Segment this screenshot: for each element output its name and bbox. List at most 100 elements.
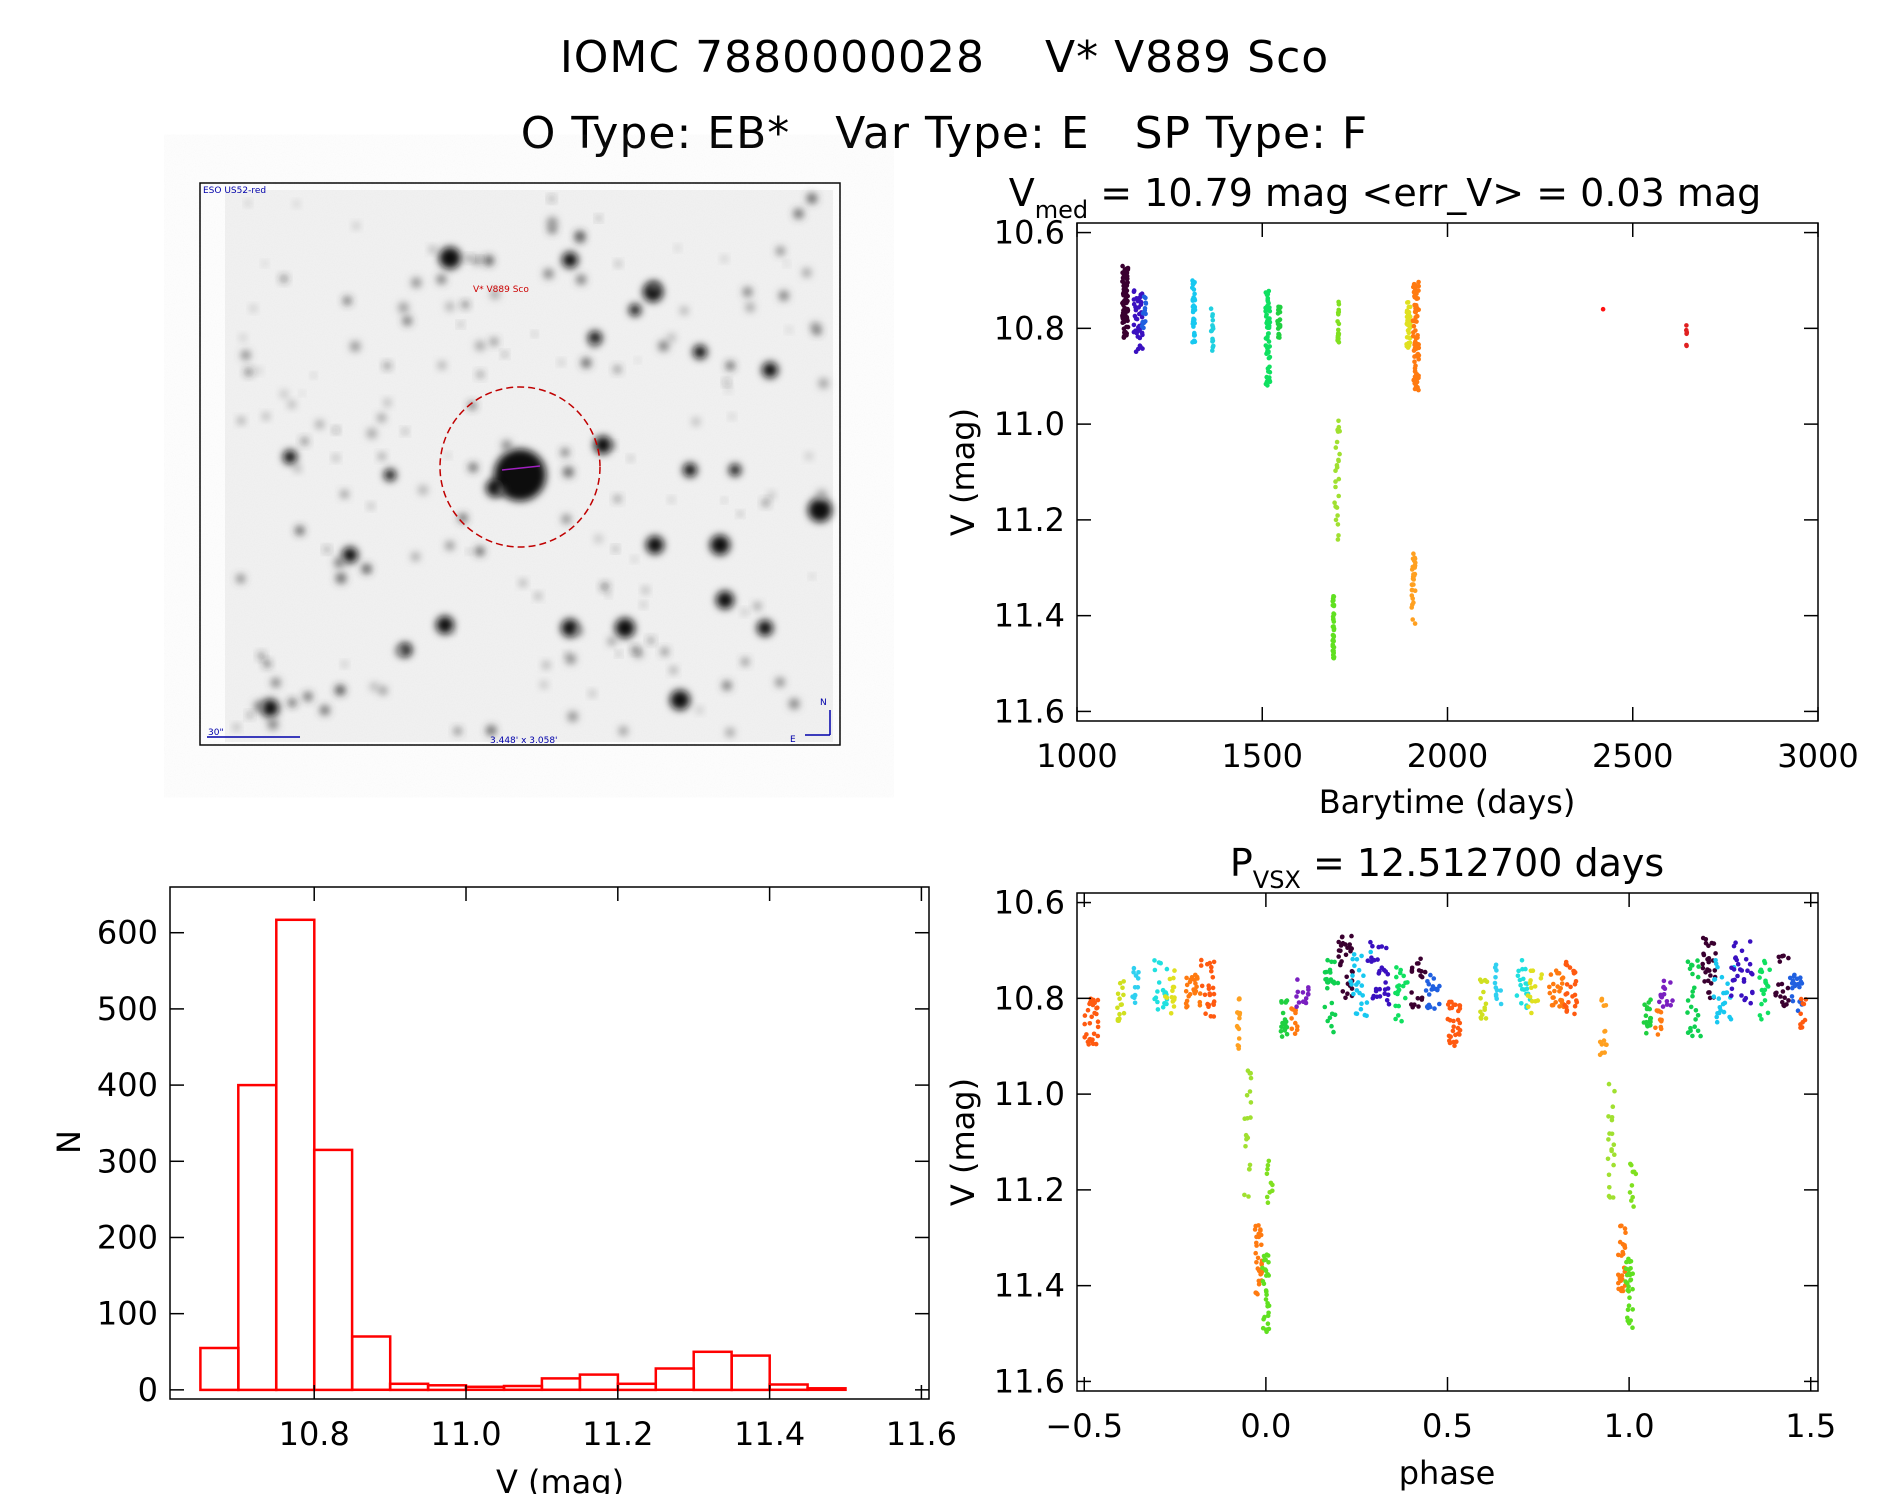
- star: [775, 678, 785, 687]
- phased-point: [1450, 1028, 1456, 1034]
- lightcurve-point: [1414, 372, 1419, 377]
- histogram-bar: [692, 1350, 733, 1392]
- star: [675, 246, 680, 250]
- star: [722, 498, 726, 502]
- phased-point: [1688, 1004, 1694, 1010]
- histogram-bar: [654, 1367, 696, 1392]
- star: [445, 541, 454, 550]
- phased-point: [1263, 1267, 1268, 1272]
- star: [398, 302, 409, 313]
- lightcurve-point: [1414, 343, 1420, 349]
- star: [543, 662, 550, 669]
- phased-point: [1757, 1013, 1763, 1018]
- phased-point: [1305, 991, 1311, 997]
- phased-point: [1529, 1010, 1534, 1016]
- lightcurve-point: [1263, 336, 1269, 341]
- phased-point: [1325, 957, 1330, 963]
- lightcurve-point: [1333, 479, 1338, 484]
- phased-point: [1606, 1172, 1612, 1178]
- phased-point: [1270, 1182, 1275, 1188]
- sky-image-panel: ESO US52-red V* V889 Sco 30" 3.448' x 3.…: [199, 182, 841, 746]
- phased-point: [1156, 980, 1162, 985]
- phased-point: [1737, 967, 1743, 972]
- phased-point: [1197, 991, 1203, 996]
- phased-point: [1786, 998, 1791, 1003]
- star: [565, 654, 576, 664]
- star: [341, 490, 348, 498]
- star: [533, 332, 537, 336]
- phased-point: [1690, 993, 1695, 999]
- lightcurve-point: [1330, 638, 1335, 643]
- phased-point: [1359, 983, 1365, 988]
- star: [794, 209, 804, 219]
- phased-point: [1095, 1024, 1101, 1030]
- phased-point: [1340, 989, 1346, 994]
- star: [810, 574, 814, 578]
- lightcurve-point: [1336, 299, 1341, 305]
- phased-point: [1365, 958, 1371, 963]
- star: [754, 603, 761, 610]
- phased-point: [1425, 1004, 1430, 1009]
- phased-point: [1264, 1171, 1270, 1177]
- phased-point: [1325, 1018, 1330, 1024]
- phased-point: [1785, 985, 1791, 991]
- star: [616, 261, 621, 266]
- lightcurve-point: [1330, 614, 1336, 619]
- lightcurve-point: [1265, 292, 1271, 297]
- phased-point: [1693, 1017, 1698, 1022]
- phased-point: [1706, 943, 1711, 949]
- header-line-1: IOMC 7880000028 V* V889 Sco: [559, 32, 1330, 83]
- phased-point: [1457, 1006, 1463, 1011]
- phased-point: [1294, 994, 1299, 999]
- lightcurve-point: [1684, 342, 1689, 348]
- phased-point: [1211, 1014, 1217, 1019]
- star: [730, 414, 734, 419]
- phased-point: [1385, 992, 1391, 998]
- lightcurve-point: [1411, 551, 1416, 556]
- phased-point: [1800, 1019, 1805, 1025]
- star: [588, 331, 602, 345]
- phased-point: [1242, 1116, 1247, 1121]
- phased-point: [1342, 942, 1348, 947]
- phased-point: [1627, 1190, 1633, 1195]
- phased-point: [1246, 1194, 1251, 1199]
- phased-point: [1695, 1013, 1701, 1018]
- phased-point: [1184, 998, 1190, 1004]
- phased-point: [1759, 1017, 1764, 1022]
- phased-title-rest: = 12.512700 days: [1301, 841, 1664, 885]
- star: [692, 418, 700, 425]
- phased-point: [1603, 1003, 1609, 1008]
- phased-point: [1668, 1003, 1673, 1008]
- phased-point: [1354, 957, 1360, 962]
- star: [619, 727, 628, 735]
- phased-point: [1259, 1261, 1264, 1266]
- phased-point: [1167, 976, 1173, 982]
- phased-point: [1519, 1001, 1524, 1006]
- phased-point: [1155, 999, 1160, 1005]
- lightcurve-point: [1334, 505, 1340, 510]
- phased-point: [1610, 1104, 1616, 1109]
- phased-point: [1553, 1000, 1558, 1005]
- star: [350, 341, 361, 352]
- star: [608, 638, 616, 645]
- phased-point: [1747, 939, 1753, 944]
- lightcurve-point: [1210, 318, 1216, 323]
- phased-point: [1248, 1070, 1253, 1076]
- phased-point: [1236, 1026, 1242, 1032]
- phased-point: [1735, 973, 1740, 979]
- phased-ytick-label: 11.4: [994, 1267, 1065, 1305]
- phased-point: [1715, 1011, 1720, 1016]
- histogram-ytick-label: 0: [138, 1371, 158, 1409]
- phased-point: [1136, 970, 1141, 975]
- star: [316, 420, 324, 429]
- phased-point: [1661, 978, 1667, 984]
- star: [643, 587, 648, 593]
- phased-point: [1493, 985, 1499, 990]
- phased-point: [1447, 1006, 1453, 1011]
- phased-point: [1786, 955, 1791, 961]
- lightcurve-panel: Vmed = 10.79 mag <err_V> = 0.03 mag 1000…: [944, 171, 1859, 821]
- lightcurve-point: [1412, 359, 1417, 365]
- phased-point: [1193, 988, 1199, 994]
- phased-point: [1708, 981, 1714, 986]
